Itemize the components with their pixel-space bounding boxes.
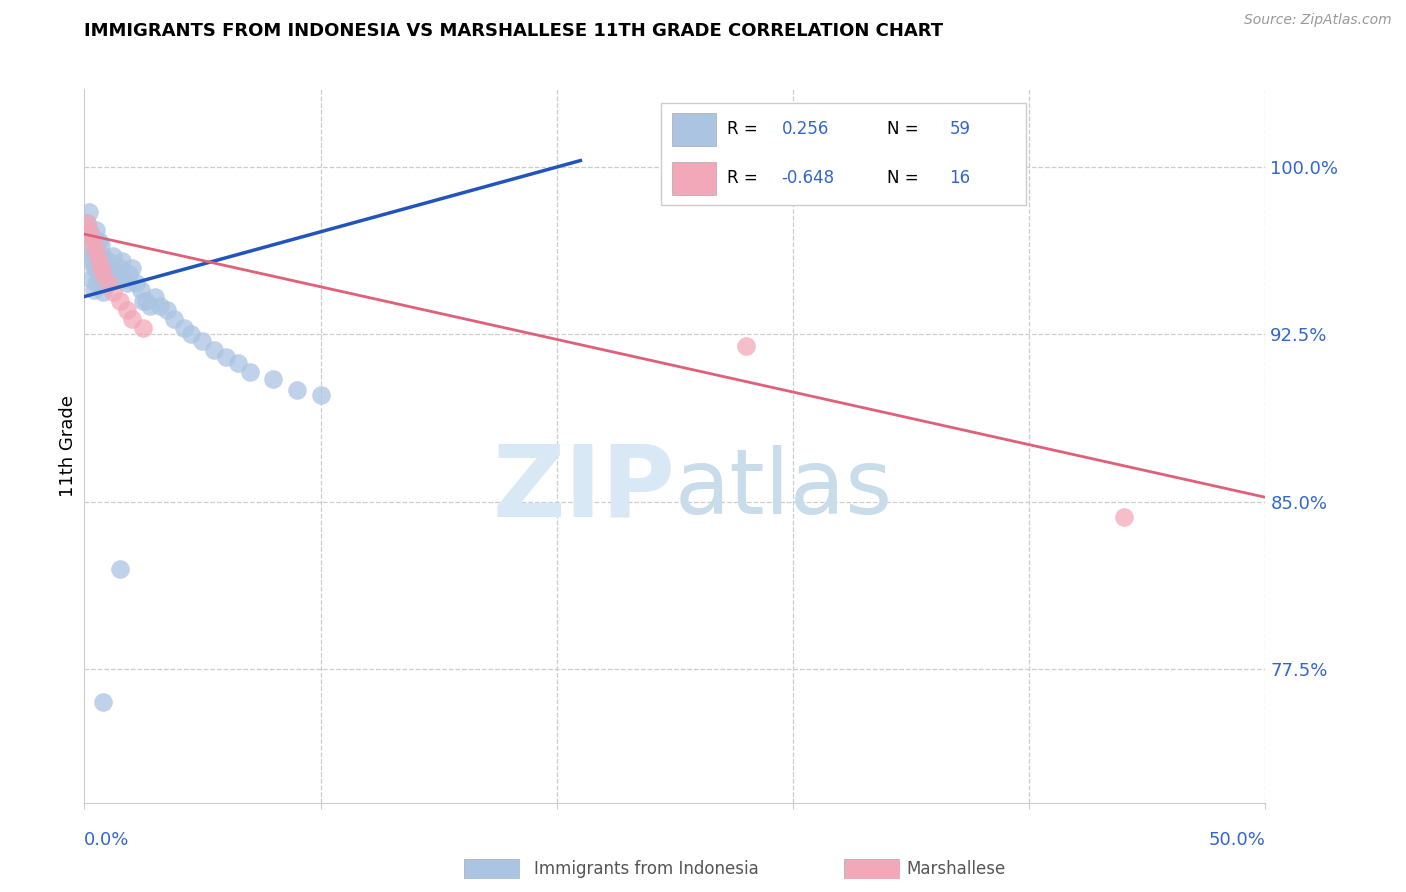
Point bbox=[121, 311, 143, 326]
Point bbox=[143, 289, 166, 303]
Point bbox=[87, 253, 110, 268]
Point bbox=[91, 267, 114, 281]
Point bbox=[87, 234, 110, 248]
Text: Source: ZipAtlas.com: Source: ZipAtlas.com bbox=[1244, 13, 1392, 28]
Point bbox=[239, 365, 262, 379]
Text: R =: R = bbox=[727, 120, 758, 138]
Point bbox=[77, 222, 100, 236]
Point bbox=[101, 249, 124, 263]
Point bbox=[202, 343, 225, 357]
Point bbox=[125, 276, 148, 290]
Point bbox=[83, 283, 105, 297]
Point bbox=[84, 222, 107, 236]
Text: 16: 16 bbox=[949, 169, 970, 187]
Point bbox=[163, 311, 186, 326]
Point bbox=[83, 238, 105, 252]
Point bbox=[215, 350, 238, 364]
Text: 0.256: 0.256 bbox=[782, 120, 828, 138]
FancyBboxPatch shape bbox=[464, 859, 520, 879]
Point bbox=[76, 216, 98, 230]
Point bbox=[83, 231, 105, 245]
Y-axis label: 11th Grade: 11th Grade bbox=[59, 395, 77, 497]
Point bbox=[107, 265, 129, 279]
Point bbox=[118, 267, 141, 281]
Point bbox=[226, 356, 249, 370]
Point bbox=[139, 298, 162, 312]
Point bbox=[87, 253, 110, 268]
Text: -0.648: -0.648 bbox=[782, 169, 835, 187]
Text: Marshallese: Marshallese bbox=[907, 860, 1007, 878]
Text: ZIP: ZIP bbox=[492, 441, 675, 537]
Point bbox=[132, 293, 155, 308]
Point bbox=[77, 204, 100, 219]
Point bbox=[1112, 510, 1135, 524]
Point bbox=[108, 561, 131, 575]
Point bbox=[90, 276, 112, 290]
Point bbox=[129, 283, 152, 297]
Point bbox=[262, 372, 284, 386]
Point bbox=[108, 260, 131, 275]
Point bbox=[104, 271, 127, 285]
Point bbox=[115, 276, 138, 290]
Point bbox=[101, 285, 124, 299]
Point bbox=[91, 695, 114, 709]
Point bbox=[91, 249, 114, 263]
Point bbox=[97, 276, 120, 290]
Text: N =: N = bbox=[887, 169, 920, 187]
Point bbox=[108, 293, 131, 308]
Point bbox=[80, 231, 103, 245]
Point bbox=[114, 271, 136, 285]
Point bbox=[91, 267, 114, 281]
Text: atlas: atlas bbox=[675, 445, 893, 533]
Point bbox=[80, 271, 103, 285]
FancyBboxPatch shape bbox=[661, 103, 1026, 205]
Point bbox=[191, 334, 214, 348]
Point bbox=[84, 244, 107, 259]
Point bbox=[94, 260, 117, 275]
Point bbox=[91, 285, 114, 299]
Point bbox=[90, 258, 112, 272]
Text: 59: 59 bbox=[949, 120, 970, 138]
Point bbox=[98, 260, 121, 275]
Point bbox=[90, 238, 112, 252]
Point bbox=[84, 243, 107, 257]
Point bbox=[132, 320, 155, 334]
Point bbox=[94, 278, 117, 293]
Point bbox=[76, 238, 98, 252]
Point bbox=[285, 383, 308, 397]
Point bbox=[121, 260, 143, 275]
Point bbox=[115, 302, 138, 317]
Text: R =: R = bbox=[727, 169, 758, 187]
Point bbox=[309, 387, 332, 401]
Point bbox=[156, 302, 179, 317]
Point bbox=[173, 320, 195, 334]
Text: 50.0%: 50.0% bbox=[1209, 831, 1265, 849]
Point bbox=[83, 260, 105, 275]
Point bbox=[111, 253, 134, 268]
Point bbox=[87, 271, 110, 285]
Point bbox=[101, 267, 124, 281]
Text: N =: N = bbox=[887, 120, 920, 138]
Point bbox=[97, 271, 120, 285]
Text: 0.0%: 0.0% bbox=[84, 831, 129, 849]
Point bbox=[76, 216, 98, 230]
Point bbox=[135, 293, 157, 308]
Point bbox=[84, 260, 107, 275]
FancyBboxPatch shape bbox=[672, 162, 716, 194]
Point bbox=[149, 298, 172, 312]
Point bbox=[734, 338, 756, 352]
Point bbox=[180, 327, 202, 342]
FancyBboxPatch shape bbox=[672, 113, 716, 145]
Point bbox=[77, 249, 100, 263]
Point bbox=[80, 253, 103, 268]
FancyBboxPatch shape bbox=[844, 859, 900, 879]
Point bbox=[97, 253, 120, 268]
Point bbox=[80, 227, 103, 241]
Text: IMMIGRANTS FROM INDONESIA VS MARSHALLESE 11TH GRADE CORRELATION CHART: IMMIGRANTS FROM INDONESIA VS MARSHALLESE… bbox=[84, 22, 943, 40]
Text: Immigrants from Indonesia: Immigrants from Indonesia bbox=[534, 860, 759, 878]
Point bbox=[84, 276, 107, 290]
Point bbox=[90, 260, 112, 275]
